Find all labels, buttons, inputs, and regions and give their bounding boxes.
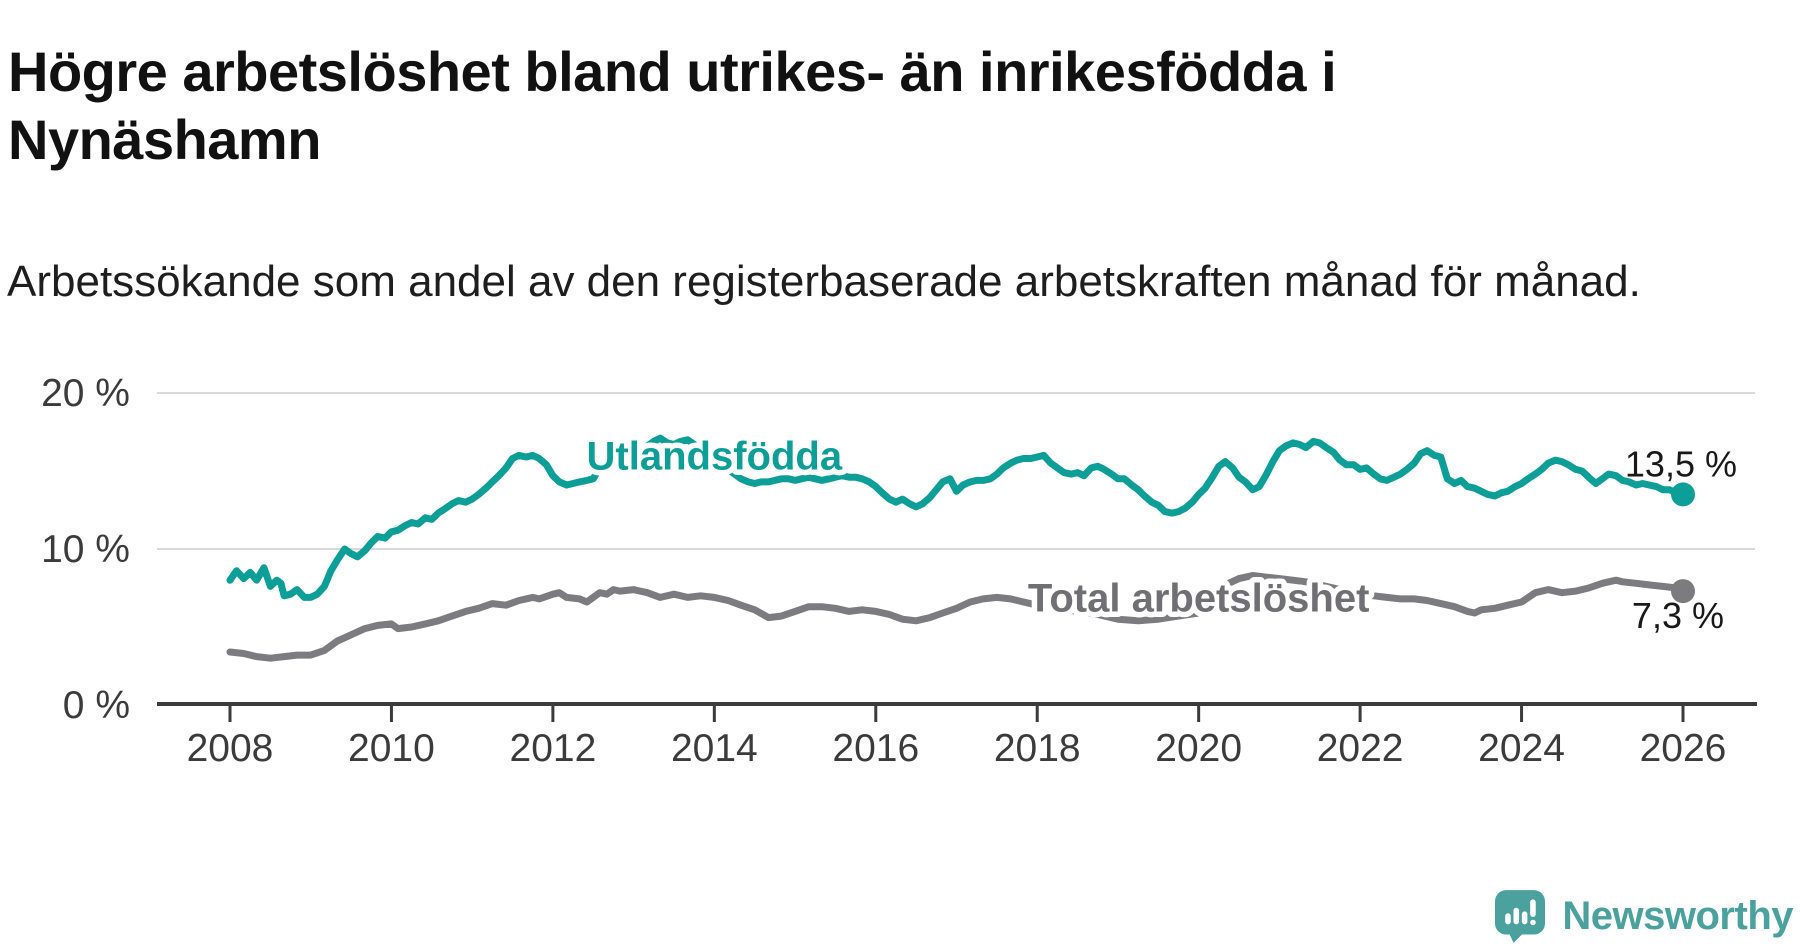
x-axis-tick-label: 2012 — [510, 727, 597, 770]
x-axis-tick-label: 2020 — [1155, 727, 1242, 770]
x-axis-tick-label: 2016 — [832, 727, 919, 770]
x-axis-tick-label: 2014 — [671, 727, 758, 770]
series-label-utlandsfodda: Utlandsfödda — [587, 434, 843, 478]
series-line-total — [226, 572, 1687, 662]
newsworthy-speech-bubble-bar-chart-icon — [1495, 890, 1546, 943]
x-axis-tick-label: 2008 — [187, 727, 274, 770]
chart-title: Högre arbetslöshet bland utrikes- än inr… — [8, 39, 1337, 171]
x-axis-tick-label: 2010 — [348, 727, 435, 770]
x-axis-tick-label: 2024 — [1478, 727, 1565, 770]
y-axis-tick-label: 10 % — [41, 528, 130, 571]
x-axis-tick-label: 2022 — [1317, 727, 1404, 770]
series-label-total: Total arbetslöshet — [1028, 576, 1370, 620]
x-axis-tick-label: 2018 — [994, 727, 1081, 770]
series-line-utlandsfodda — [226, 434, 1687, 601]
series-end-value-total: 7,3 % — [1632, 595, 1724, 636]
chart-subtitle: Arbetssökande som andel av den registerb… — [7, 257, 1641, 306]
x-axis-tick-label: 2026 — [1640, 727, 1727, 770]
newsworthy-logo-text: Newsworthy — [1562, 894, 1793, 938]
newsworthy-logo: Newsworthy — [1495, 890, 1793, 943]
series-end-value-utlandsfodda: 13,5 % — [1625, 443, 1737, 484]
series-end-dot-utlandsfodda — [1670, 482, 1695, 507]
series-end-dot-total — [1670, 579, 1695, 604]
y-axis-tick-label: 0 % — [63, 684, 130, 727]
y-axis-tick-label: 20 % — [41, 372, 130, 415]
